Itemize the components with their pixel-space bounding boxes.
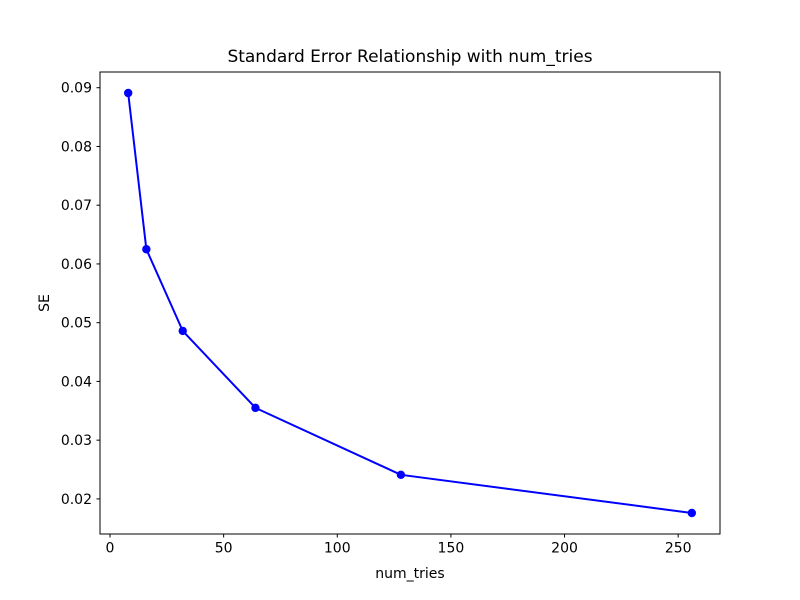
y-tick-label: 0.05 <box>61 316 92 332</box>
se-line-series <box>127 92 693 514</box>
y-axis-label: SE <box>37 294 53 312</box>
x-tick-label: 200 <box>551 541 578 557</box>
y-tick-label: 0.03 <box>61 433 92 449</box>
y-tick-label: 0.02 <box>61 492 92 508</box>
axes-spines <box>99 71 721 535</box>
y-tick-label: 0.08 <box>61 139 92 155</box>
x-tick-label: 50 <box>215 541 233 557</box>
data-point-marker <box>251 403 260 413</box>
data-point-marker <box>142 245 151 254</box>
data-point-marker <box>178 326 187 336</box>
x-tick-label: 150 <box>438 541 465 557</box>
data-point-marker <box>396 470 406 480</box>
data-point-marker <box>123 88 133 98</box>
y-tick-label: 0.06 <box>61 257 92 273</box>
data-point-marker <box>687 508 697 518</box>
y-tick-label: 0.07 <box>61 198 92 214</box>
x-tick-label: 0 <box>106 541 115 557</box>
chart-title: Standard Error Relationship with num_tri… <box>227 47 592 67</box>
plot-area: 0 50 100 150 200 250 0.02 0.03 0.04 0.05 0.06 0.07 0… <box>61 71 721 557</box>
y-tick-label: 0.09 <box>61 81 92 97</box>
x-axis-label: num_tries <box>375 566 444 582</box>
x-tick-label: 100 <box>324 541 351 557</box>
y-tick-label: 0.04 <box>61 374 92 390</box>
x-tick-label: 250 <box>665 541 692 557</box>
